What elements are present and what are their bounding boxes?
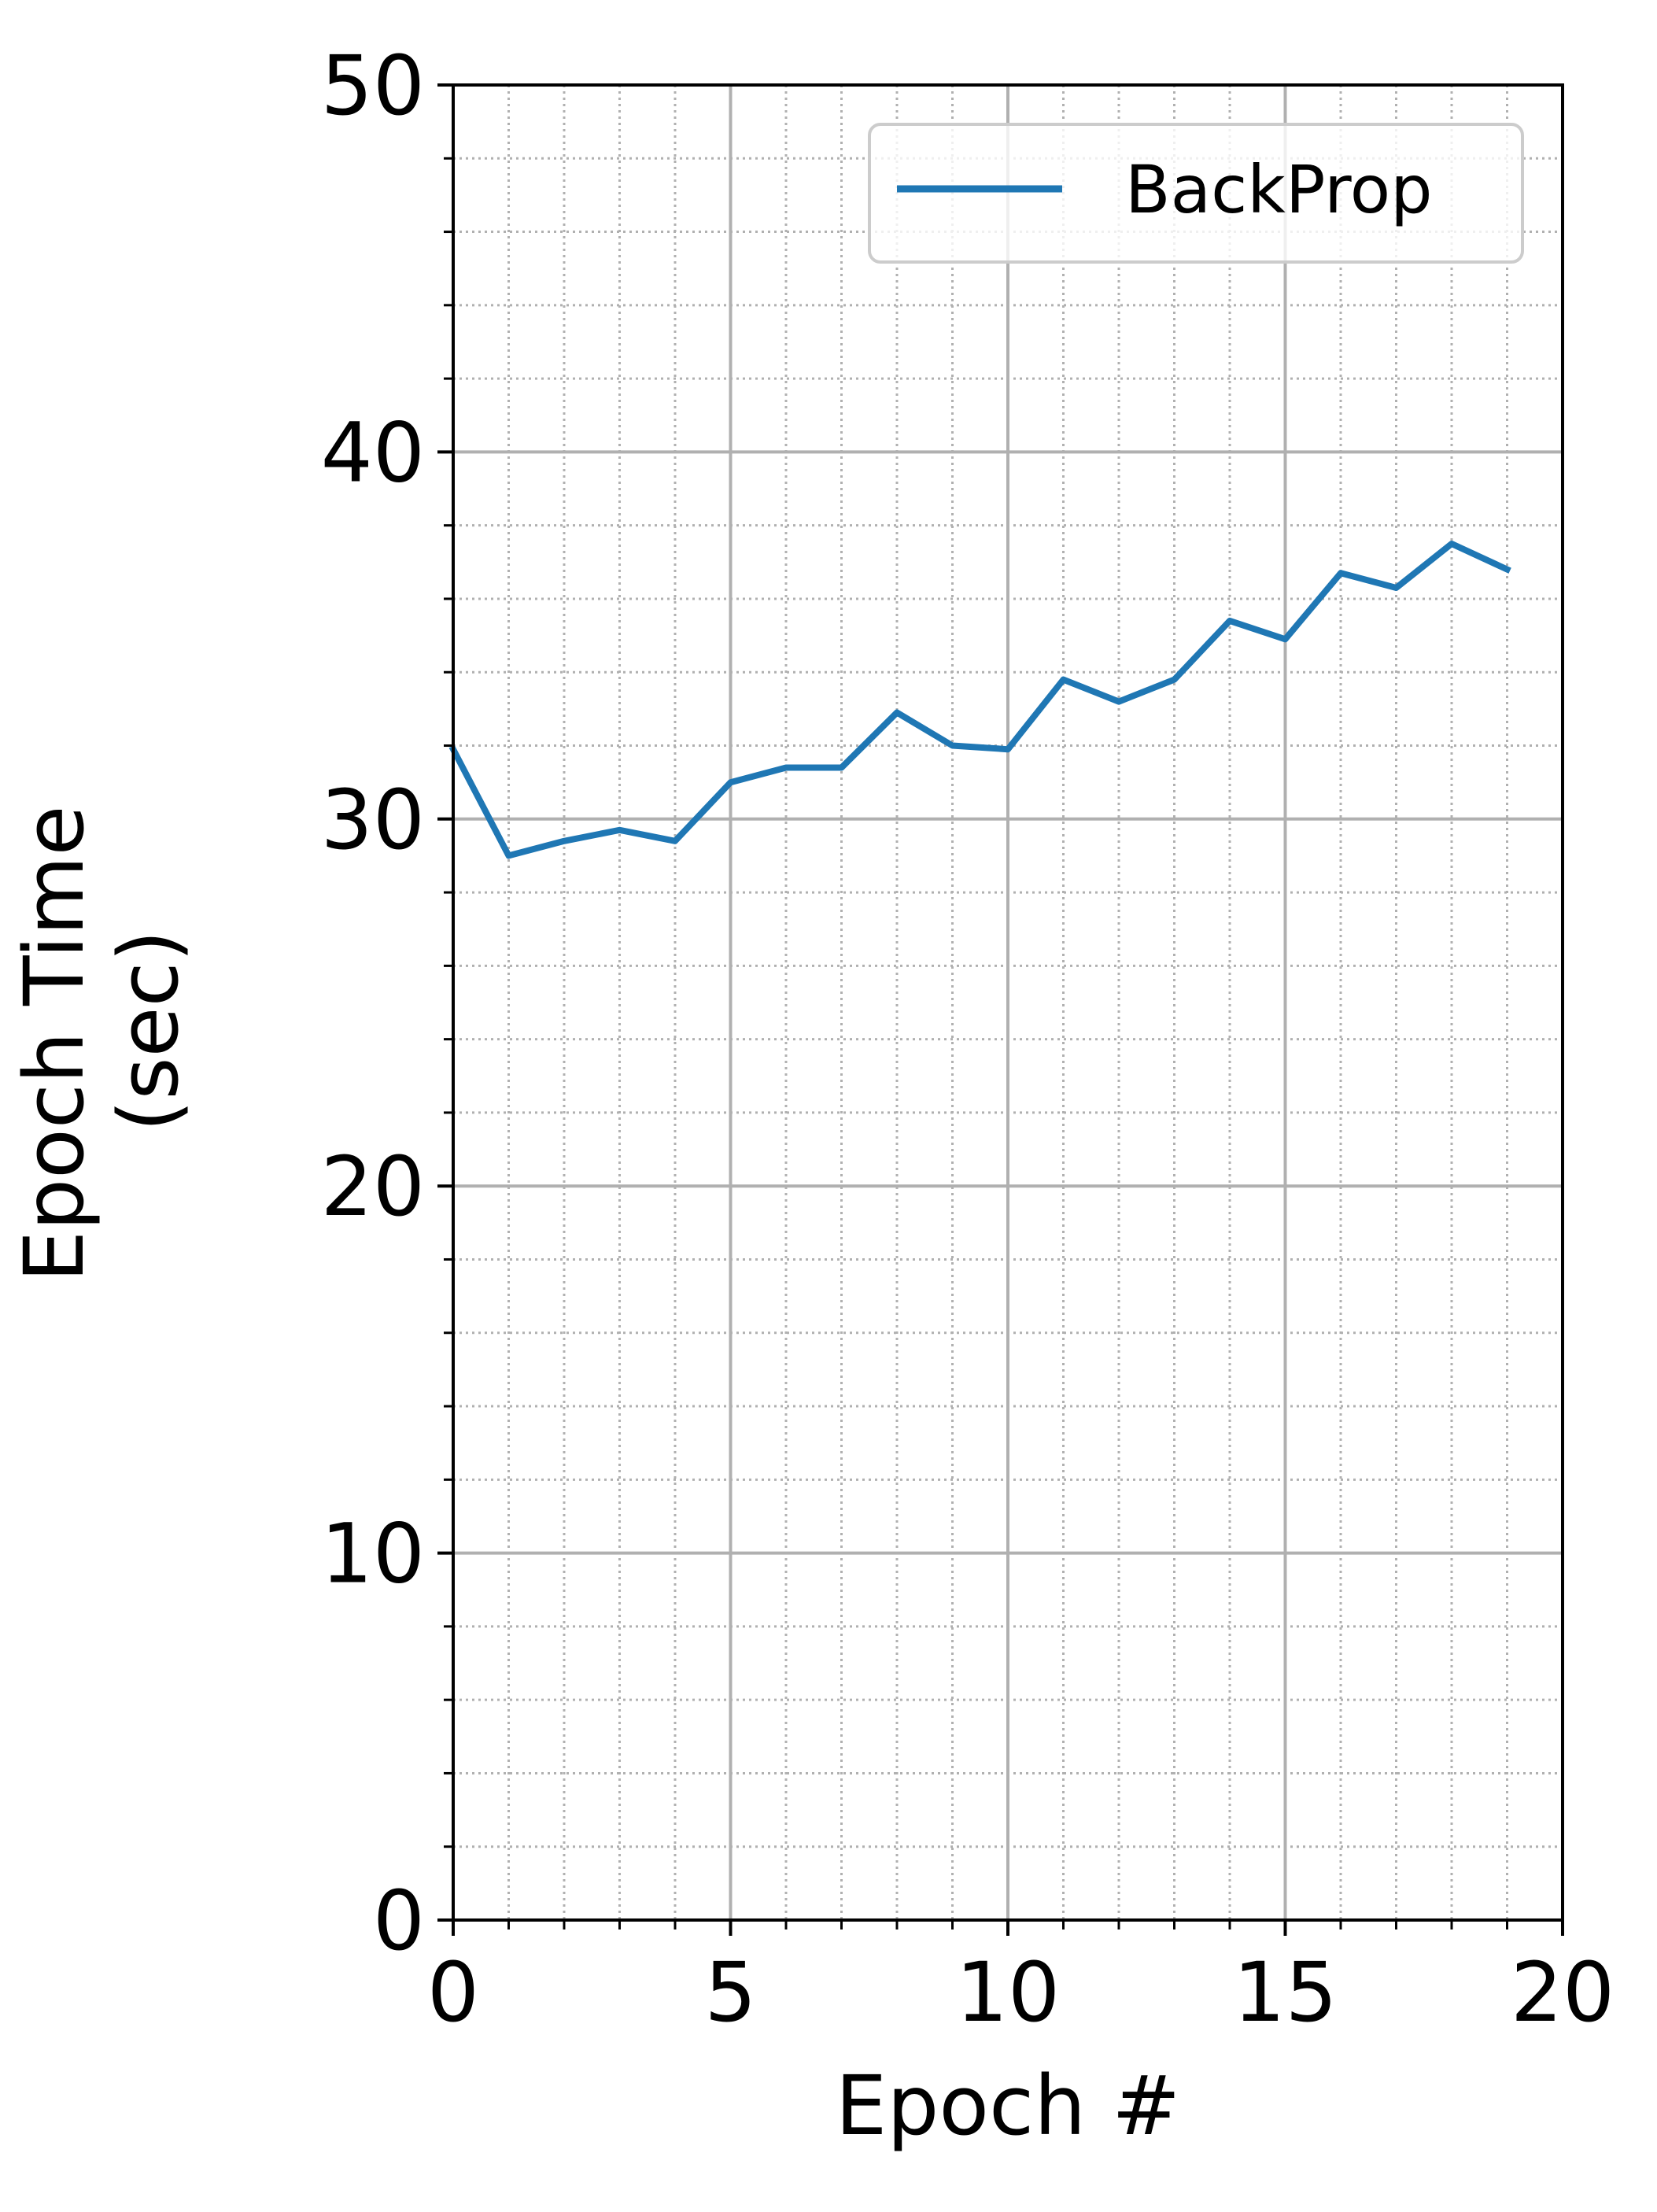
y-tick-label: 0 (373, 1873, 425, 1969)
x-tick-label: 15 (1233, 1944, 1337, 2040)
y-axis-title-line-1: Epoch Time (6, 806, 102, 1283)
x-tick-label: 20 (1511, 1944, 1615, 2040)
y-axis-title-line-2: (sec) (101, 930, 197, 1132)
x-tick-label: 5 (704, 1944, 756, 2040)
y-axis-title: Epoch Time (sec) (6, 779, 197, 1282)
x-tick-label: 0 (427, 1944, 479, 2040)
legend-label-backprop: BackProp (1125, 151, 1433, 228)
y-tick-label: 30 (321, 772, 425, 868)
x-tick-label: 10 (956, 1944, 1060, 2040)
legend-box (868, 123, 1524, 264)
tick-labels-layer: 0 5 10 15 20 0 10 20 30 40 50 (321, 38, 1615, 2040)
y-tick-label: 10 (321, 1506, 425, 1602)
x-axis-title: Epoch # (836, 2058, 1181, 2154)
y-tick-label: 50 (321, 38, 425, 134)
y-tick-label: 40 (321, 404, 425, 500)
series-line-backprop (448, 541, 1511, 859)
legend: BackProp (868, 123, 1524, 264)
series-layer (448, 541, 1511, 859)
y-tick-label: 20 (321, 1139, 425, 1235)
ticks-layer (437, 83, 1564, 1936)
